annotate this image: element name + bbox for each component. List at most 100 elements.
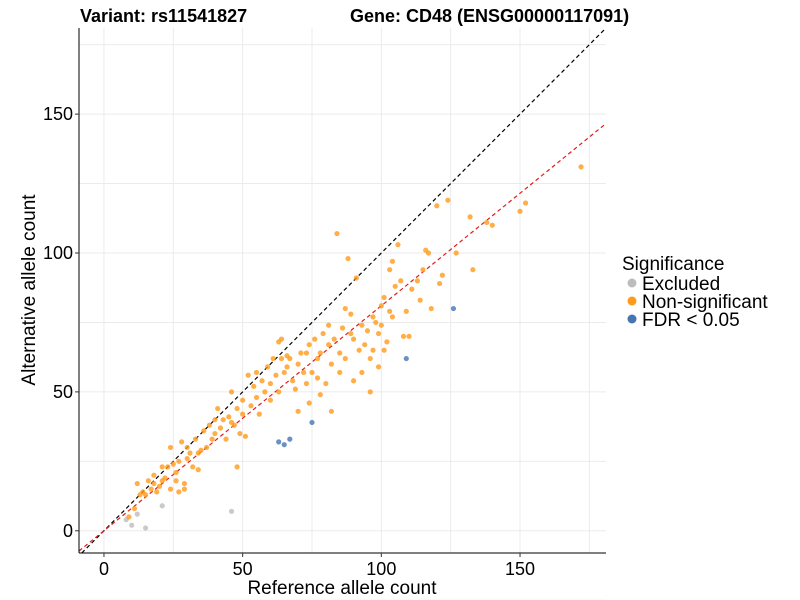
point-non-significant [348,311,354,317]
x-tick-label: 0 [99,559,109,579]
point-non-significant [400,333,407,339]
point-non-significant [151,480,157,487]
chart-title-variant: Variant: rs11541827 [80,6,247,26]
point-non-significant [339,325,346,331]
point-non-significant [265,364,271,370]
point-non-significant [353,275,359,281]
point-non-significant [348,330,354,337]
point-non-significant [453,250,459,256]
x-axis-ticks: 0 50 100 150 [99,553,535,579]
legend-swatch-non-significant [627,296,637,306]
point-non-significant [331,336,337,342]
data-points [123,164,584,531]
point-non-significant [284,364,290,370]
point-non-significant [420,267,426,273]
y-tick-label: 0 [63,521,73,541]
point-non-significant [295,361,301,367]
point-non-significant [198,447,204,453]
point-non-significant [192,436,199,442]
point-non-significant [215,405,221,412]
point-non-significant [395,242,401,248]
point-excluded [228,508,235,514]
point-non-significant [381,294,387,301]
point-non-significant [342,355,348,362]
x-tick-label: 50 [233,559,253,579]
point-non-significant [403,308,409,314]
point-non-significant [126,514,132,520]
point-non-significant [317,392,323,398]
point-non-significant [484,219,490,226]
point-non-significant [234,464,240,470]
point-non-significant [181,486,187,492]
legend-label-non-significant: Non-significant [642,292,768,313]
point-non-significant [314,355,321,362]
point-non-significant [248,403,254,409]
y-tick-label: 100 [43,243,73,263]
point-non-significant [381,347,387,353]
point-non-significant [417,297,423,303]
point-non-significant [306,400,312,406]
point-non-significant [253,394,260,401]
point-non-significant [439,272,445,278]
point-non-significant [387,308,393,314]
point-non-significant [173,469,179,476]
legend: Significance Excluded Non-significant FD… [622,254,768,331]
point-non-significant [384,339,390,345]
point-non-significant [201,428,207,434]
point-non-significant [314,375,321,381]
point-non-significant [425,250,432,256]
point-non-significant [489,222,495,228]
point-non-significant [409,286,415,292]
y-axis-title: Alternative allele count [19,194,40,386]
point-non-significant [231,422,237,428]
point-non-significant [287,355,293,362]
reference-lines [78,27,607,554]
point-non-significant [312,336,318,342]
point-non-significant [392,283,398,289]
point-non-significant [245,372,251,378]
point-non-significant [320,330,326,337]
point-non-significant [364,328,371,334]
point-non-significant [359,369,365,376]
point-non-significant [370,347,376,353]
point-non-significant [179,439,185,445]
point-non-significant [195,467,201,473]
point-non-significant [173,478,179,484]
point-non-significant [223,436,229,442]
point-non-significant [190,464,196,470]
point-non-significant [276,389,282,395]
y-axis-ticks: 0 50 100 150 [43,104,79,541]
point-excluded [159,503,165,509]
point-non-significant [428,305,434,312]
legend-label-fdr: FDR < 0.05 [642,310,740,331]
point-non-significant [184,444,190,451]
point-non-significant [406,333,412,339]
point-non-significant [303,380,310,387]
legend-swatch-fdr [627,314,637,324]
point-non-significant [317,350,323,356]
point-non-significant [367,389,373,395]
point-non-significant [170,461,176,467]
point-non-significant [176,489,182,495]
point-non-significant [345,255,351,262]
point-non-significant [295,408,301,414]
point-non-significant [278,355,285,362]
point-non-significant [131,505,138,512]
point-non-significant [292,386,298,392]
point-non-significant [303,350,310,356]
point-non-significant [181,480,187,487]
point-non-significant [220,417,226,423]
point-non-significant [156,483,163,489]
point-non-significant [434,203,440,209]
point-non-significant [253,369,260,376]
point-non-significant [273,372,279,378]
point-non-significant [517,208,523,214]
point-non-significant [367,355,373,362]
point-non-significant [209,436,215,442]
point-non-significant [234,405,240,412]
point-excluded [142,525,149,531]
legend-title: Significance [622,254,724,275]
point-non-significant [375,364,382,370]
point-fdr-0-05 [281,442,287,448]
